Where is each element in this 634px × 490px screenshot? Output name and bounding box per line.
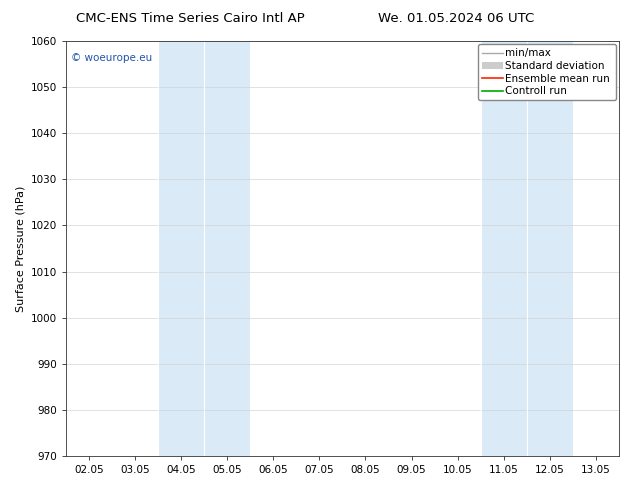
Bar [527,41,573,456]
Bar [481,41,527,456]
Text: We. 01.05.2024 06 UTC: We. 01.05.2024 06 UTC [378,12,534,25]
Text: © woeurope.eu: © woeurope.eu [72,53,153,64]
Text: CMC-ENS Time Series Cairo Intl AP: CMC-ENS Time Series Cairo Intl AP [76,12,304,25]
Y-axis label: Surface Pressure (hPa): Surface Pressure (hPa) [15,185,25,312]
Bar [204,41,250,456]
Bar [158,41,204,456]
Legend: min/max, Standard deviation, Ensemble mean run, Controll run: min/max, Standard deviation, Ensemble me… [478,44,616,100]
